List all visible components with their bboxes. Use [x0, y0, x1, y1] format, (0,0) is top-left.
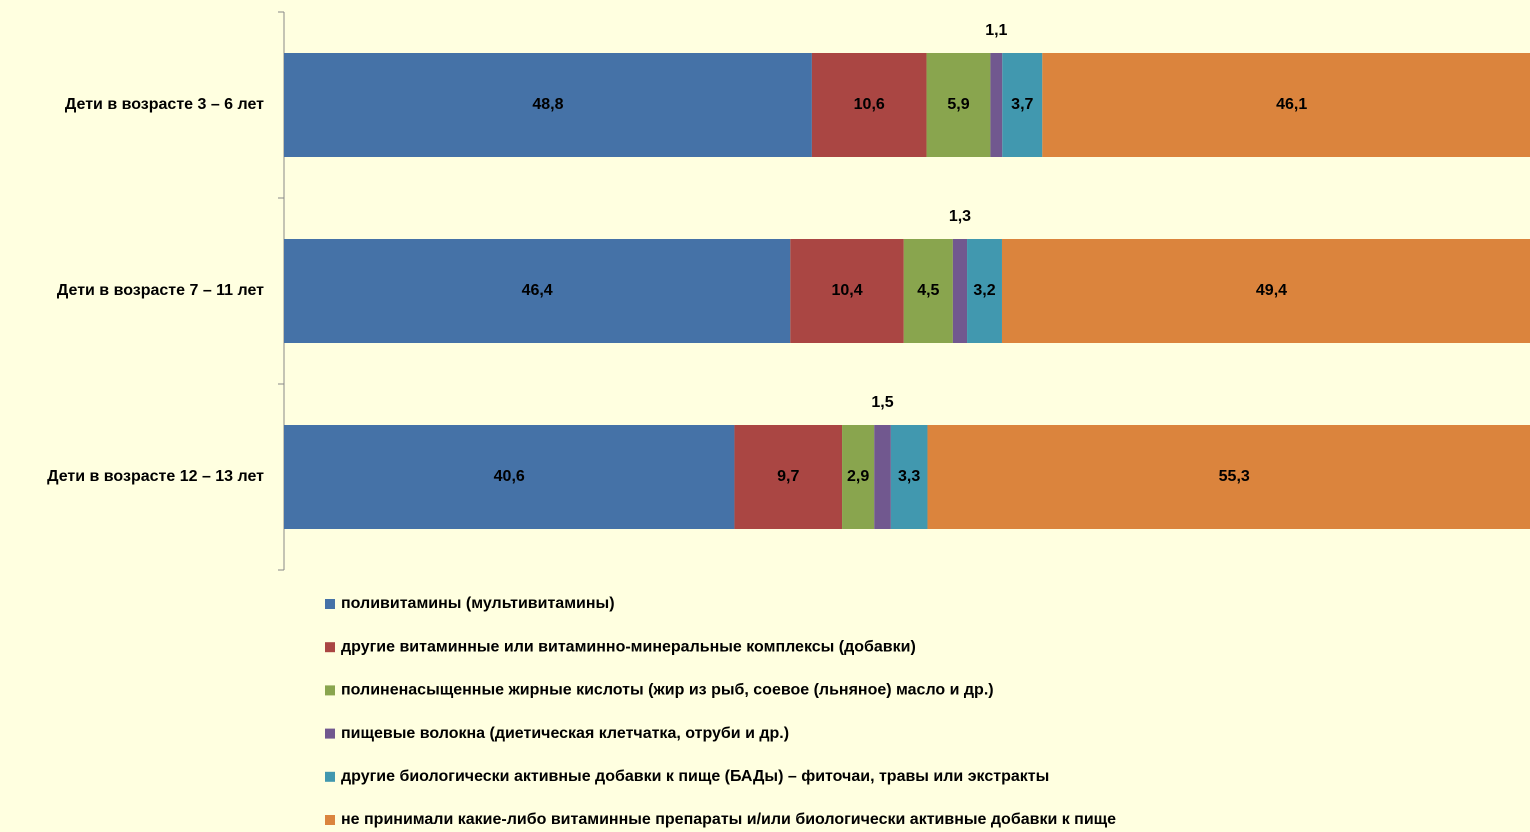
bar-segment [790, 239, 904, 343]
bar-segment [927, 425, 1530, 529]
data-label: 4,5 [917, 282, 939, 299]
data-label: 3,3 [898, 468, 920, 485]
bar-segment [967, 239, 1002, 343]
bar-segment [284, 239, 791, 343]
legend-swatch [325, 642, 335, 653]
data-label: 1,3 [949, 208, 971, 225]
bar-segment [926, 53, 991, 157]
category-label: Дети в возрасте 12 – 13 лет [47, 468, 264, 485]
bar-segment [842, 425, 875, 529]
data-label: 10,6 [854, 96, 885, 113]
bar-segment [1042, 53, 1530, 157]
bar-segment [903, 239, 953, 343]
data-label: 5,9 [947, 96, 969, 113]
data-label: 46,1 [1276, 96, 1307, 113]
legend-label: другие биологически активные добавки к п… [341, 768, 1049, 785]
data-label: 2,9 [847, 468, 869, 485]
legend-swatch [325, 815, 335, 825]
bar-segment [990, 53, 1003, 157]
legend-swatch [325, 771, 335, 782]
bar-segment [284, 53, 812, 157]
bar-segment [874, 425, 891, 529]
category-label: Дети в возрасте 7 – 11 лет [57, 282, 264, 299]
data-label: 1,5 [871, 394, 893, 411]
legend-swatch [325, 728, 335, 739]
data-label: 46,4 [522, 282, 553, 299]
bar-segment [811, 53, 927, 157]
data-label: 55,3 [1219, 468, 1250, 485]
legend-swatch [325, 685, 335, 696]
data-label: 40,6 [494, 468, 525, 485]
bar-segment [284, 425, 735, 529]
legend-label: поливитамины (мультивитамины) [341, 595, 615, 612]
legend-label: пищевые волокна (диетическая клетчатка, … [341, 725, 789, 742]
data-label: 9,7 [777, 468, 799, 485]
data-label: 10,4 [831, 282, 862, 299]
category-label: Дети в возрасте 3 – 6 лет [65, 96, 264, 113]
bar-segment [952, 239, 968, 343]
legend-swatch [325, 599, 335, 609]
bar-segment [1001, 239, 1530, 343]
legend-label: другие витаминные или витаминно-минераль… [341, 638, 916, 655]
data-label: 48,8 [532, 96, 563, 113]
data-label: 3,7 [1011, 96, 1033, 113]
bar-segment [890, 425, 928, 529]
legend-label: не принимали какие-либо витаминные препа… [341, 811, 1116, 828]
bar-segment [734, 425, 843, 529]
bar-segment [1002, 53, 1043, 157]
data-label: 1,1 [985, 22, 1007, 39]
data-label: 49,4 [1256, 282, 1287, 299]
legend-label: полиненасыщенные жирные кислоты (жир из … [341, 682, 994, 699]
data-label: 3,2 [973, 282, 995, 299]
